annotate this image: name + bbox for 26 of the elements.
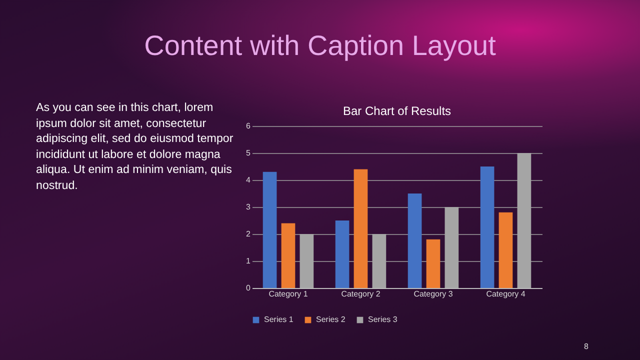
y-tick-label: 5: [246, 148, 252, 158]
text: 8: [584, 342, 588, 351]
text: As you can see in this chart, lorem ipsum dolor sit amet, consectetur adipiscing elit, sed do eiusmod tempor incididunt ut labore et dolore magna aliqua. Ut enim ad minim veniam, quis nostrud.: [36, 100, 234, 193]
bar: [262, 172, 277, 288]
x-tick-label: Category 3: [414, 290, 454, 298]
bar: [408, 194, 422, 288]
legend-label: Series 2: [316, 315, 346, 324]
y-tick-label: 6: [246, 122, 252, 130]
y-tick-label: 4: [246, 176, 252, 184]
y-tick-label: 0: [246, 284, 252, 292]
text: Content with Caption Layout: [143, 30, 497, 62]
legend-label: Series 3: [368, 315, 398, 324]
bar: [426, 239, 440, 288]
y-tick-label: 3: [246, 202, 252, 212]
bar: [335, 220, 350, 288]
legend-label: Series 1: [264, 315, 294, 324]
x-tick-label: Category 1: [268, 290, 308, 298]
bar: [281, 223, 296, 288]
bar: [498, 212, 513, 288]
bar: [480, 166, 494, 288]
bar: [354, 169, 368, 288]
x-tick-label: Category 4: [486, 290, 526, 298]
chart-title: Bar Chart of Results: [342, 104, 452, 118]
x-tick-label: Category 2: [341, 290, 381, 298]
y-tick-label: 1: [246, 256, 252, 266]
y-tick-label: 2: [246, 230, 252, 238]
